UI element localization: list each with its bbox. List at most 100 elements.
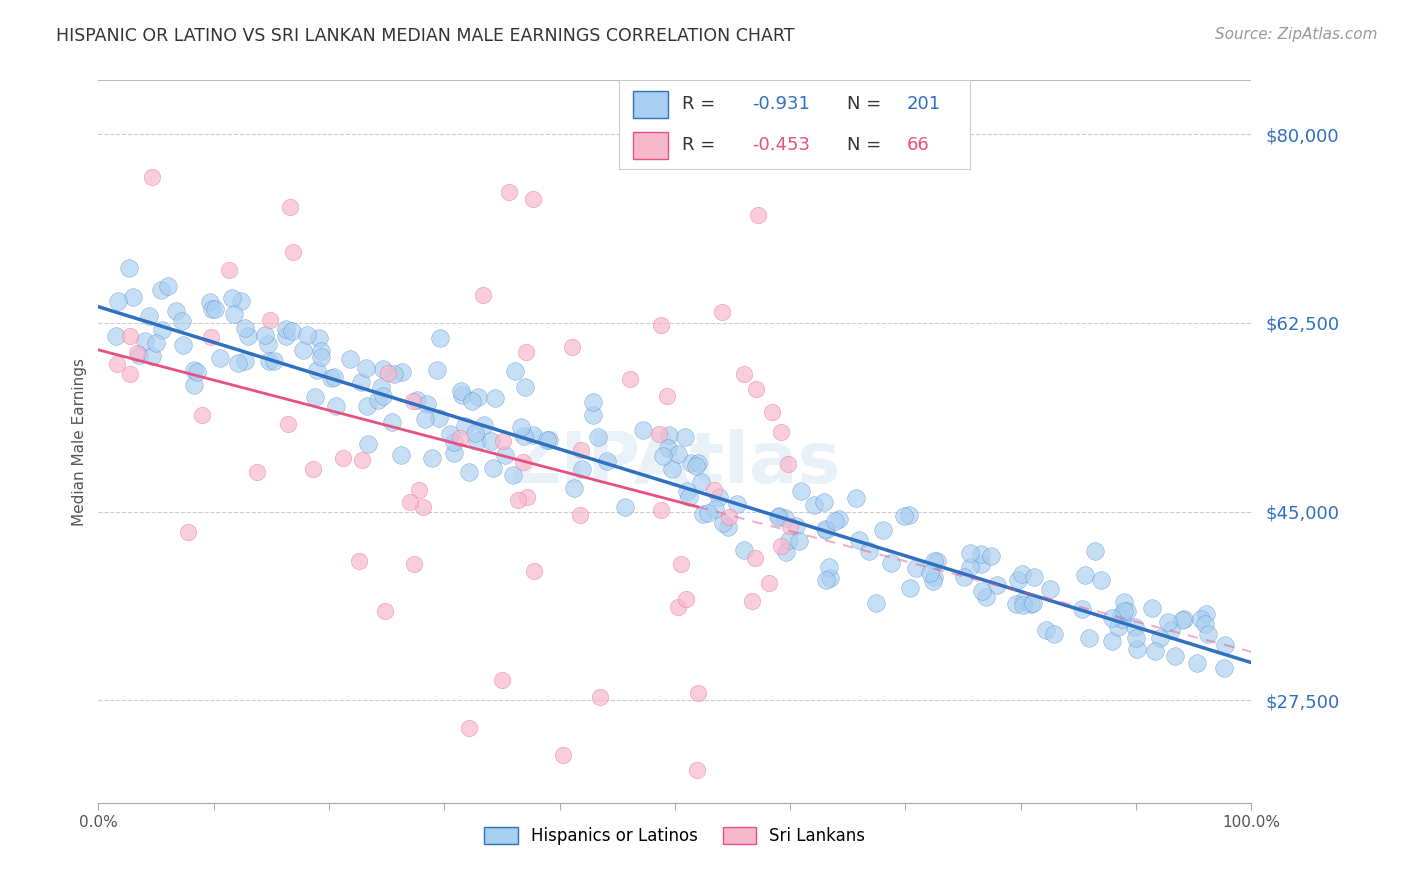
Point [482, 460, 505, 475]
Point [922, 554, 945, 568]
Point [523, 564, 546, 578]
Point [491, 673, 513, 687]
Point [1101, 611, 1123, 625]
Point [1189, 612, 1212, 626]
Text: R =: R = [682, 95, 721, 113]
Point [986, 578, 1008, 592]
Point [245, 466, 267, 480]
Point [775, 545, 797, 559]
Point [661, 462, 683, 476]
Point [747, 209, 769, 223]
Point [513, 428, 536, 442]
Point [769, 539, 792, 553]
Point [350, 375, 373, 389]
Point [1140, 601, 1163, 615]
Point [858, 544, 880, 558]
Point [301, 462, 323, 476]
Point [405, 393, 427, 408]
Point [1024, 570, 1046, 584]
Point [304, 390, 326, 404]
Point [522, 427, 544, 442]
Point [761, 405, 783, 419]
Point [402, 393, 425, 408]
Point [648, 426, 671, 441]
Point [779, 518, 801, 533]
Point [451, 388, 474, 402]
Point [904, 560, 927, 574]
Point [1111, 612, 1133, 626]
Point [972, 583, 994, 598]
Point [257, 353, 280, 368]
Point [413, 412, 436, 426]
Point [897, 508, 920, 522]
Point [276, 322, 298, 336]
Point [332, 451, 354, 466]
Point [1149, 631, 1171, 645]
Point [1109, 608, 1132, 623]
Point [191, 408, 214, 422]
Point [350, 453, 373, 467]
Point [970, 547, 993, 561]
Point [1125, 620, 1147, 634]
Point [170, 313, 193, 327]
Text: R =: R = [682, 136, 721, 154]
Point [498, 185, 520, 199]
Point [1213, 638, 1236, 652]
Point [1101, 633, 1123, 648]
Point [307, 363, 329, 377]
Point [562, 481, 585, 495]
Point [308, 330, 330, 344]
Point [1160, 623, 1182, 637]
Point [959, 560, 981, 574]
Point [1042, 627, 1064, 641]
Point [1090, 573, 1112, 587]
Point [491, 434, 513, 448]
Point [1194, 617, 1216, 632]
Point [813, 495, 835, 509]
Point [1173, 612, 1195, 626]
Point [820, 571, 842, 585]
Point [172, 338, 194, 352]
Point [467, 390, 489, 404]
Point [1012, 594, 1035, 608]
Point [209, 351, 232, 366]
Point [118, 261, 141, 276]
Point [1143, 643, 1166, 657]
Point [183, 377, 205, 392]
Point [1157, 615, 1180, 629]
Point [233, 354, 256, 368]
Point [1084, 544, 1107, 558]
Point [1035, 624, 1057, 638]
Point [790, 484, 813, 499]
Legend: Hispanics or Latinos, Sri Lankans: Hispanics or Latinos, Sri Lankans [484, 827, 866, 845]
Point [281, 244, 304, 259]
Text: HISPANIC OR LATINO VS SRI LANKAN MEDIAN MALE EARNINGS CORRELATION CHART: HISPANIC OR LATINO VS SRI LANKAN MEDIAN … [56, 27, 794, 45]
Point [1125, 631, 1147, 645]
Point [704, 502, 727, 516]
Point [224, 307, 246, 321]
Point [845, 491, 868, 505]
Point [924, 570, 946, 584]
Point [814, 522, 837, 536]
Point [157, 279, 180, 293]
Text: N =: N = [846, 95, 887, 113]
Point [347, 553, 370, 567]
Point [183, 363, 205, 377]
Point [186, 365, 208, 379]
Point [235, 321, 257, 335]
Point [685, 458, 707, 473]
Point [673, 430, 696, 444]
Point [561, 340, 583, 354]
Point [770, 425, 793, 439]
Point [1187, 656, 1209, 670]
Point [778, 533, 800, 548]
Point [464, 425, 486, 440]
Point [865, 596, 887, 610]
Point [766, 509, 789, 524]
Point [787, 533, 810, 548]
Point [803, 499, 825, 513]
Point [229, 293, 252, 308]
Point [458, 466, 481, 480]
Point [420, 450, 443, 465]
Point [291, 343, 314, 357]
